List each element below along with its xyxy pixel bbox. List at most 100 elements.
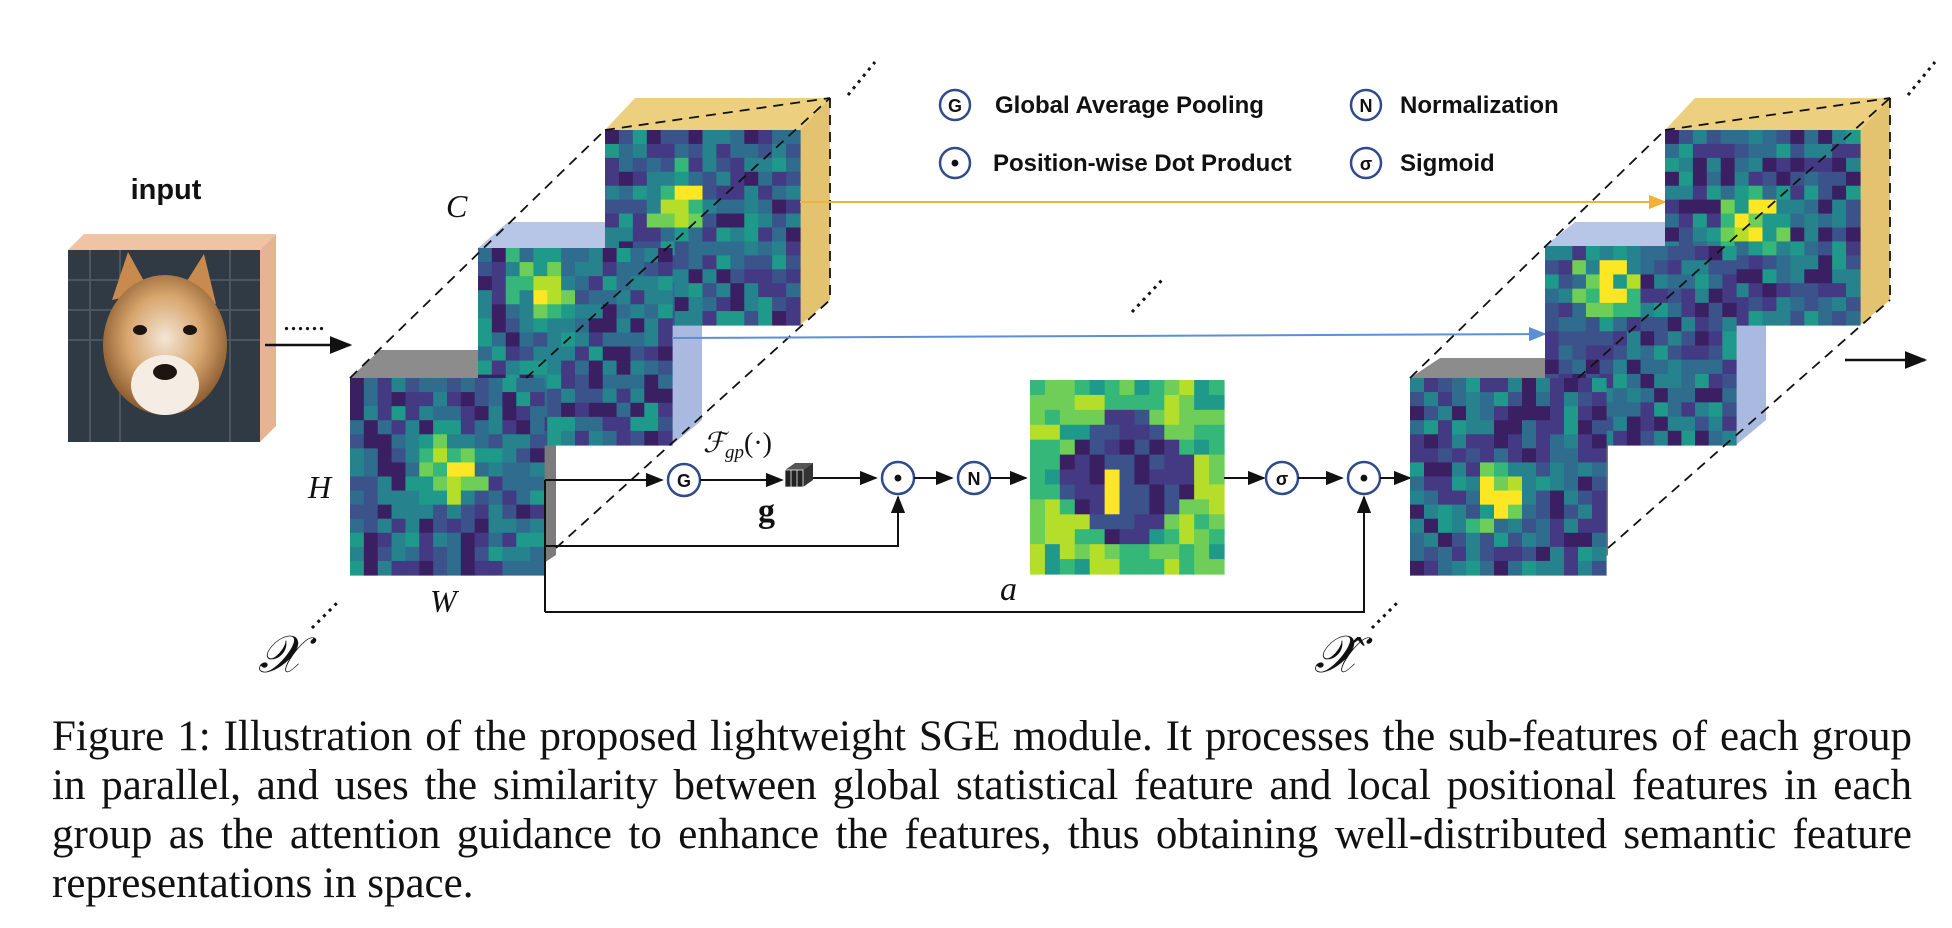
svg-text:Normalization: Normalization (1400, 92, 1559, 119)
heatmap-cell (1706, 213, 1722, 229)
heatmap-cell (516, 434, 531, 449)
heatmap-cell (1678, 199, 1694, 215)
heatmap-cell (1692, 213, 1708, 229)
heatmap-cell (474, 546, 490, 562)
heatmap-cell (1734, 130, 1750, 145)
heatmap-cell (488, 504, 504, 520)
heatmap-cell (1508, 434, 1523, 449)
heatmap-cell (530, 476, 545, 492)
heatmap-cell (1572, 274, 1587, 290)
heatmap-cell (1832, 157, 1847, 173)
heatmap-cell (419, 420, 434, 435)
heatmap-cell (1074, 380, 1091, 396)
heatmap-cell (1722, 359, 1737, 375)
heatmap-cell (674, 213, 690, 229)
heatmap-cell (1667, 331, 1683, 347)
heatmap-cell (488, 532, 504, 548)
heatmap-cell (460, 392, 476, 407)
heatmap-cell (474, 406, 490, 421)
heatmap-cell (1592, 560, 1607, 576)
heatmap-cell (502, 434, 517, 449)
heatmap-cell (547, 276, 562, 291)
heatmap-cell (1074, 559, 1091, 575)
heatmap-cell (716, 143, 731, 159)
heatmap-cell (1578, 476, 1593, 492)
heatmap-cell (1678, 171, 1694, 187)
heatmap-cell (702, 185, 718, 201)
heatmap-cell (1790, 157, 1805, 173)
heatmap-cell (1790, 297, 1805, 312)
heatmap-cell (1592, 532, 1607, 548)
x-hat-dots (1370, 598, 1402, 630)
heatmap-cell (1480, 490, 1495, 506)
heatmap-cell (377, 434, 393, 449)
heatmap-cell (530, 434, 545, 449)
heatmap-cell (1592, 476, 1607, 492)
heatmap-cell (419, 504, 434, 520)
heatmap-cell (1681, 359, 1696, 375)
heatmap-cell (1438, 476, 1453, 492)
heatmap-cell (1044, 559, 1061, 575)
heatmap-cell (630, 304, 645, 319)
heatmap-cell (688, 143, 704, 159)
heatmap-cell (1134, 514, 1150, 530)
heatmap-cell (474, 532, 490, 548)
heatmap-cell (1558, 317, 1573, 332)
heatmap-cell (1790, 185, 1805, 201)
heatmap-cell (405, 560, 420, 576)
heatmap-cell (1424, 434, 1439, 449)
heatmap-cell (1804, 185, 1819, 201)
heatmap-cell (1626, 345, 1642, 361)
heatmap-cell (478, 290, 493, 305)
heatmap-cell (1550, 476, 1565, 492)
heatmap-cell (605, 130, 620, 145)
heatmap-cell (391, 420, 407, 435)
heatmap-cell (419, 518, 434, 534)
heatmap-cell (1776, 171, 1791, 187)
heatmap-cell (1776, 157, 1791, 173)
heatmap-cell (1074, 424, 1091, 441)
heatmap-cell (716, 157, 731, 173)
heatmap-cell (1480, 392, 1495, 407)
heatmap-cell (363, 448, 379, 464)
heatmap-cell (1578, 462, 1593, 478)
heatmap-cell (1708, 388, 1723, 403)
heatmap-cell (730, 311, 745, 326)
heatmap-cell (377, 546, 393, 562)
heatmap-cell (1640, 430, 1655, 446)
heatmap-cell (1480, 434, 1495, 449)
heatmap-cell (1578, 434, 1593, 449)
heatmap-cell (1832, 311, 1847, 326)
heatmap-cell (1134, 529, 1150, 545)
heatmap-cell (630, 346, 645, 362)
heatmap-cell (588, 374, 604, 390)
heatmap-cell (1452, 504, 1467, 520)
heatmap-cell (688, 269, 704, 284)
heatmap-cell (488, 490, 504, 506)
heatmap-cell (1149, 544, 1165, 560)
heatmap-cell (1776, 199, 1791, 215)
heatmap-cell (1522, 448, 1537, 464)
heatmap-cell (716, 213, 731, 229)
heatmap-cell (1832, 130, 1847, 145)
heatmap-cell (447, 476, 462, 492)
heatmap-cell (1438, 392, 1453, 407)
heatmap-cell (772, 171, 787, 187)
heatmap-cell (1613, 430, 1628, 446)
heatmap-cell (1762, 255, 1778, 270)
heatmap-cell (1776, 311, 1791, 326)
heatmap-cell (646, 130, 662, 145)
heatmap-cell (1708, 345, 1723, 361)
heatmap-cell (419, 462, 434, 478)
heatmap-cell (730, 130, 745, 145)
heatmap-cell (588, 360, 604, 376)
heatmap-cell (1119, 529, 1136, 545)
heatmap-cell (632, 213, 648, 229)
heatmap-cell (644, 332, 659, 348)
heatmap-cell (772, 241, 787, 256)
heatmap-cell (1209, 499, 1225, 515)
heatmap-cell (1194, 544, 1210, 560)
heatmap-cell (516, 490, 531, 506)
heatmap-cell (433, 518, 448, 534)
heatmap-cell (1692, 171, 1708, 187)
